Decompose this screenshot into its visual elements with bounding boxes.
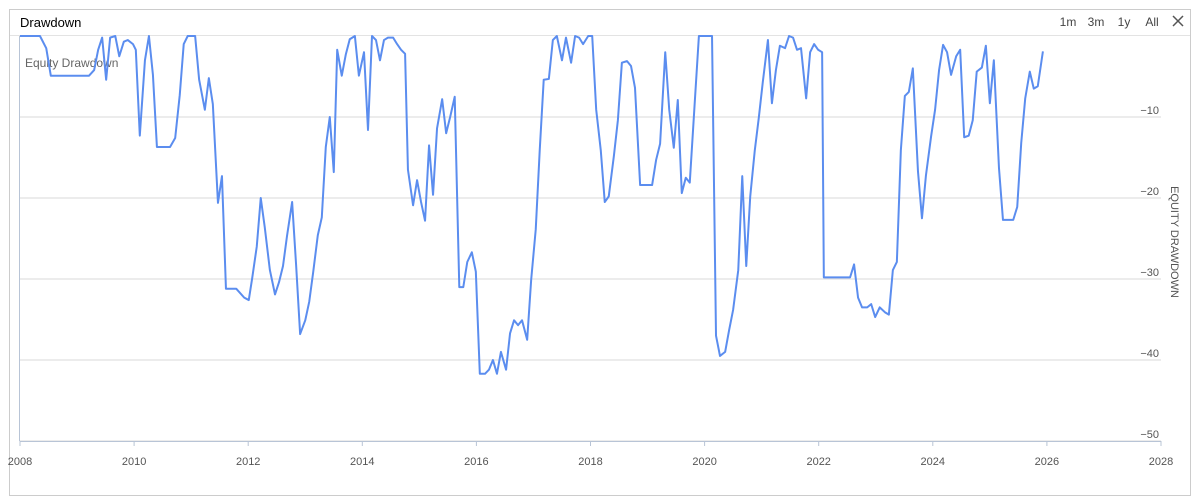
y-axis-title: EQUITY DRAWDOWN	[1168, 186, 1180, 298]
x-tick-label: 2018	[578, 456, 602, 468]
y-tick-label: −40	[1140, 348, 1159, 360]
x-tick-label: 2024	[921, 456, 945, 468]
y-tick-label: −10	[1140, 105, 1159, 117]
range-button[interactable]: 1m	[1060, 15, 1077, 29]
x-tick-label: 2020	[692, 456, 716, 468]
range-button[interactable]: 1y	[1118, 15, 1131, 29]
range-button[interactable]: All	[1145, 15, 1158, 29]
panel-title: Drawdown	[20, 15, 81, 30]
x-tick-label: 2022	[806, 456, 830, 468]
range-button[interactable]: 3m	[1088, 15, 1105, 29]
x-tick-label: 2012	[236, 456, 260, 468]
x-tick-label: 2026	[1035, 456, 1059, 468]
y-tick-label: −20	[1140, 186, 1159, 198]
x-tick-label: 2014	[350, 456, 374, 468]
line-series	[20, 35, 1044, 375]
y-tick-label: −50	[1140, 429, 1159, 441]
x-tick-label: 2008	[8, 456, 32, 468]
panel	[9, 9, 1191, 496]
x-tick-label: 2016	[464, 456, 488, 468]
x-tick-label: 2010	[122, 456, 146, 468]
y-tick-label: −30	[1140, 267, 1159, 279]
close-button[interactable]	[1172, 15, 1184, 27]
x-tick-label: 2028	[1149, 456, 1173, 468]
